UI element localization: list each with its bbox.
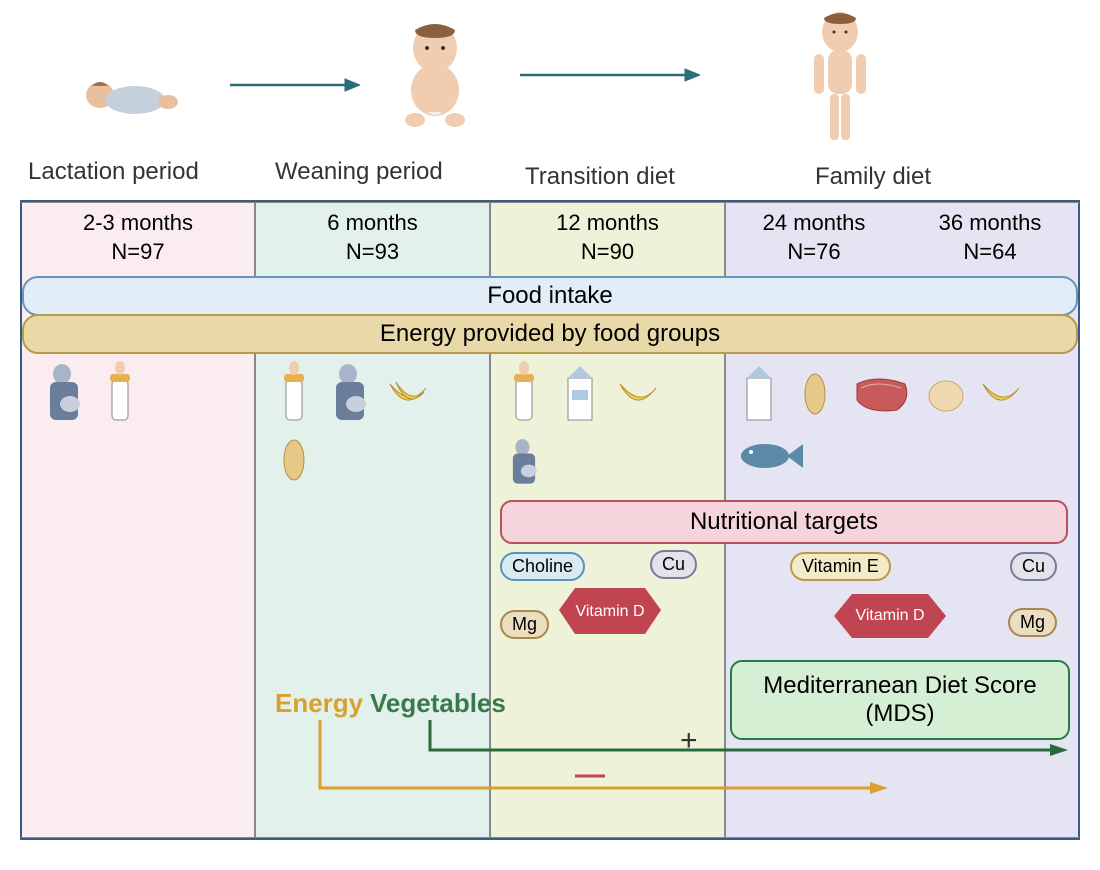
lactation-period-label: Lactation period xyxy=(28,158,199,186)
weaning-header: 6 months N=93 xyxy=(256,203,489,272)
cu-pill-family: Cu xyxy=(1010,552,1057,581)
standing-toddler-icon xyxy=(800,10,880,150)
milk-carton-icon xyxy=(556,360,604,428)
bottle-icon xyxy=(96,360,144,428)
weaning-period-label: Weaning period xyxy=(275,158,443,186)
weaning-n: N=93 xyxy=(346,239,399,264)
food-intake-bar: Food intake xyxy=(22,276,1078,316)
breastfeeding-icon xyxy=(40,360,88,428)
banana-icon xyxy=(975,374,1023,414)
fish-icon xyxy=(735,436,805,476)
mg-pill-transition: Mg xyxy=(500,610,549,639)
vitamin-d-pentagon-family: Vitamin D xyxy=(830,588,950,643)
family-header: 24 months N=76 36 months N=64 xyxy=(726,203,1078,272)
transition-header: 12 months N=90 xyxy=(491,203,724,272)
family-diet-label: Family diet xyxy=(815,163,931,191)
minus-sign: — xyxy=(575,758,605,792)
weaning-age: 6 months xyxy=(327,210,418,235)
lactation-foods xyxy=(40,360,240,428)
timeline-arrow-1-icon xyxy=(230,75,360,95)
mg-pill-family: Mg xyxy=(1008,608,1057,637)
lactation-n: N=97 xyxy=(111,239,164,264)
grain-icon xyxy=(270,436,318,484)
transition-diet-label: Transition diet xyxy=(525,163,675,191)
breastfeeding-icon xyxy=(326,360,374,428)
choline-pill: Choline xyxy=(500,552,585,581)
family-foods xyxy=(735,360,1065,476)
timeline-header xyxy=(0,10,1100,160)
family-n-24: N=76 xyxy=(787,239,840,264)
vegetables-label: Vegetables xyxy=(370,688,506,719)
transition-n: N=90 xyxy=(581,239,634,264)
transition-age: 12 months xyxy=(556,210,659,235)
energy-provided-bar: Energy provided by food groups xyxy=(22,314,1078,354)
nutritional-targets-box: Nutritional targets xyxy=(500,500,1068,544)
bottle-icon xyxy=(500,360,548,428)
cu-pill-transition: Cu xyxy=(650,550,697,579)
milk-carton-icon xyxy=(735,360,783,428)
meat-icon xyxy=(847,370,917,418)
weaning-foods xyxy=(270,360,480,484)
sitting-baby-icon xyxy=(390,20,480,130)
family-age-24: 24 months xyxy=(763,210,866,235)
family-age-36: 36 months xyxy=(939,210,1042,235)
infant-lying-icon xyxy=(80,60,190,120)
family-n-36: N=64 xyxy=(963,239,1016,264)
banana-icon xyxy=(612,374,660,414)
grain-icon xyxy=(791,370,839,418)
banana-icon xyxy=(382,374,430,414)
bottle-icon xyxy=(270,360,318,428)
lactation-age: 2-3 months xyxy=(83,210,193,235)
vitamin-d-pentagon-transition: Vitamin D xyxy=(555,580,665,640)
svg-text:Vitamin D: Vitamin D xyxy=(575,603,644,620)
bread-icon xyxy=(925,374,967,414)
svg-text:Vitamin D: Vitamin D xyxy=(855,607,924,624)
vitamin-e-pill: Vitamin E xyxy=(790,552,891,581)
transition-foods xyxy=(500,360,710,490)
mds-line1: Mediterranean Diet Score xyxy=(763,672,1036,699)
lactation-header: 2-3 months N=97 xyxy=(22,203,254,272)
timeline-arrow-2-icon xyxy=(520,65,700,85)
energy-label: Energy xyxy=(275,688,363,719)
breastfeeding-icon xyxy=(500,436,548,490)
